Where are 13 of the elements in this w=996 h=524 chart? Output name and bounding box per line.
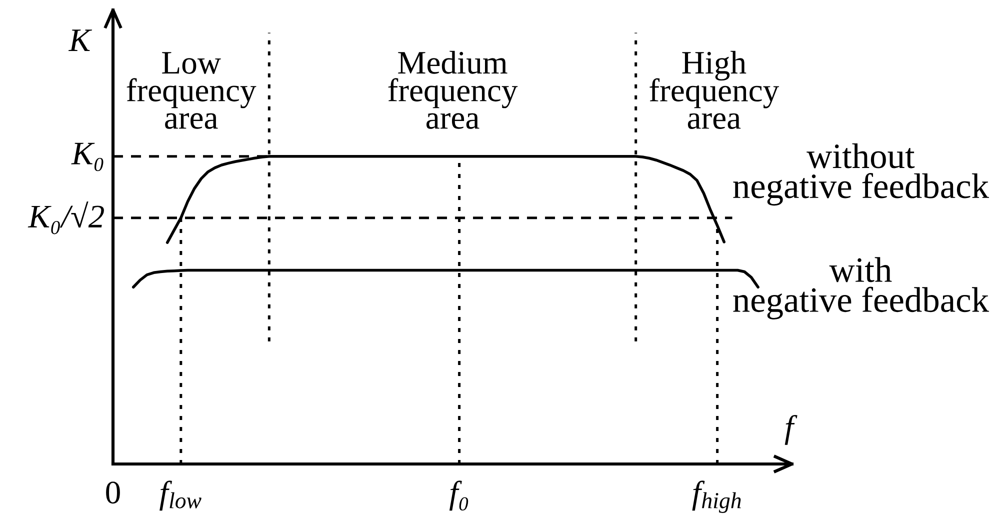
text: Low frequency area xyxy=(126,52,256,129)
x-tick-label: f$_{high}$ xyxy=(692,480,741,514)
x-tick-label: f₀ xyxy=(449,480,468,511)
x-axis-title: f xyxy=(784,414,798,445)
text: High frequency area xyxy=(650,50,780,129)
ref-line-label: K₀/√2 xyxy=(28,202,104,234)
y-axis-title: K xyxy=(68,30,92,51)
ref-line-label: K₀ xyxy=(71,142,104,172)
series-label: with negative feedback xyxy=(733,257,990,320)
series-label: without negative feedback xyxy=(733,143,990,206)
text: Medium frequency area xyxy=(388,50,518,129)
x-tick-label: f$_{low}$ xyxy=(160,480,202,511)
x-tick-label: 0 xyxy=(106,482,120,504)
